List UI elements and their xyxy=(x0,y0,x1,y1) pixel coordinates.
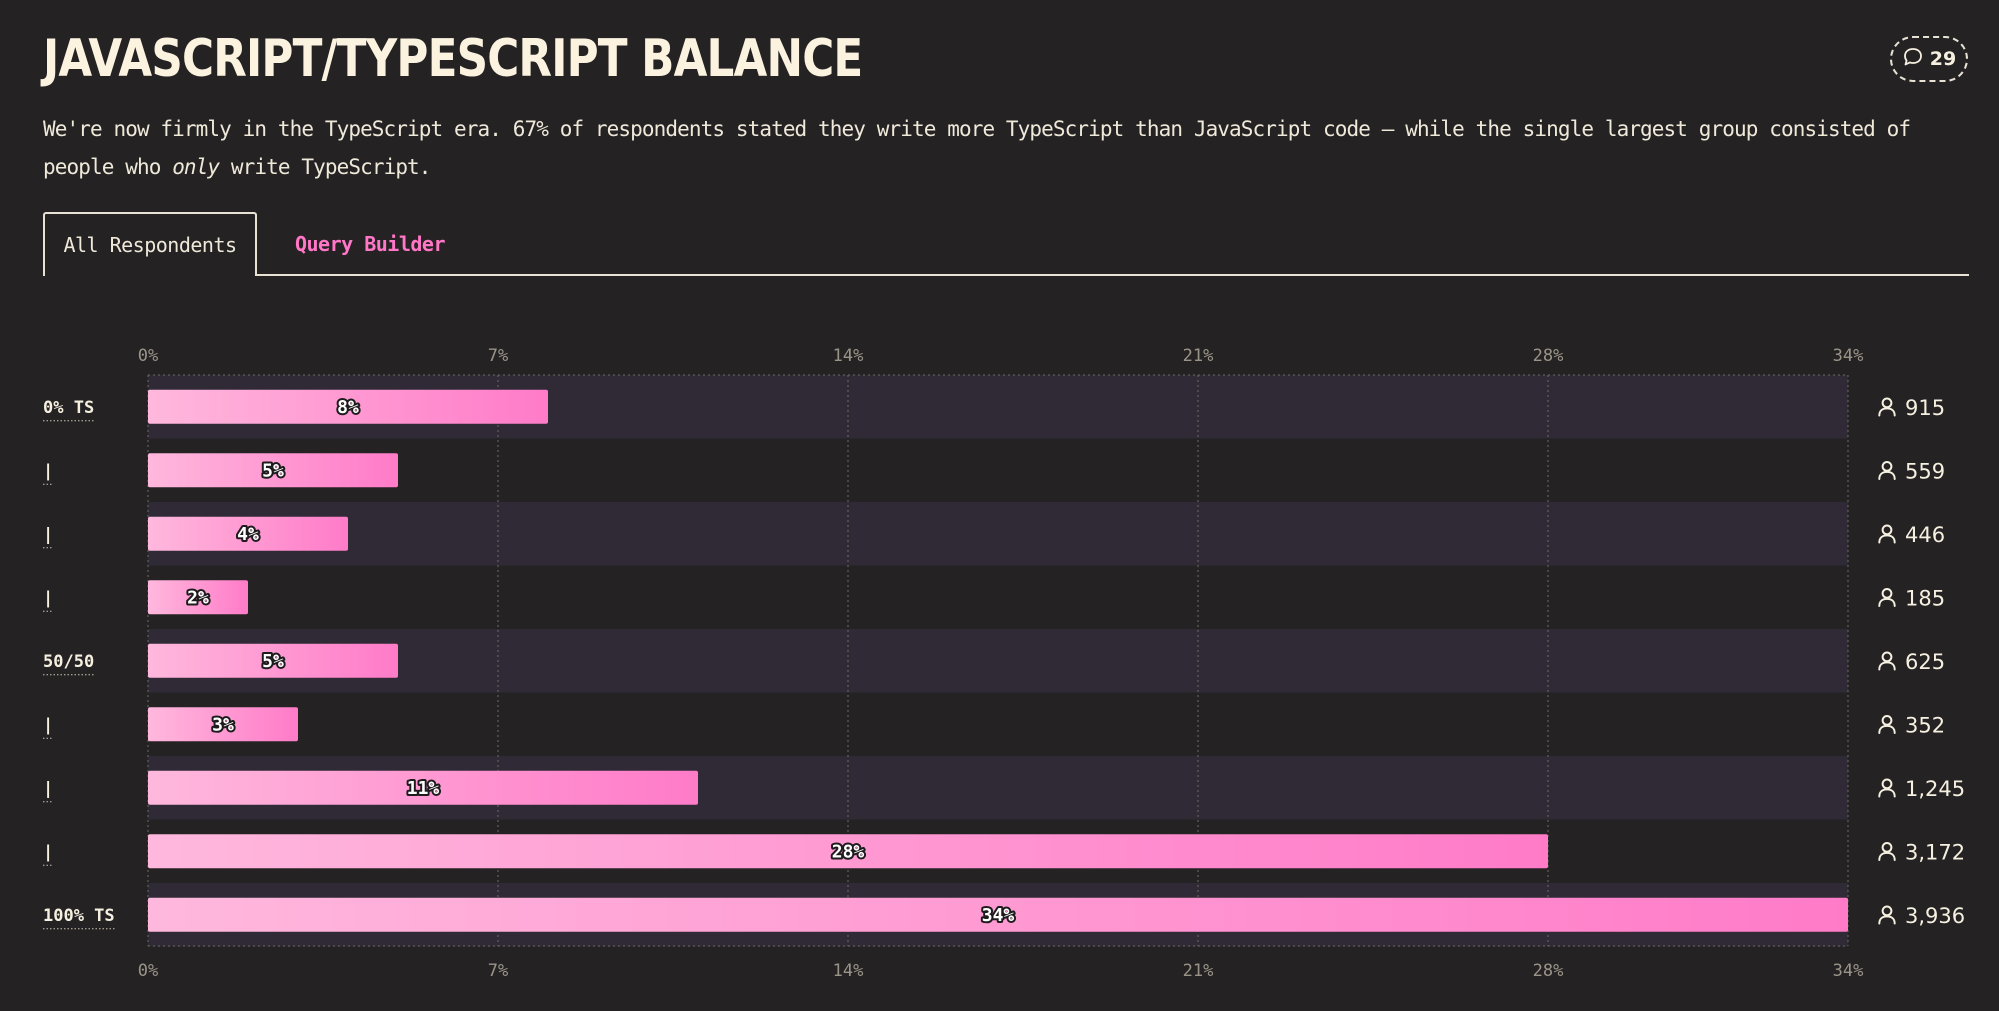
bar xyxy=(148,770,698,805)
respondent-count: 559 xyxy=(1905,459,1945,483)
bar-value-label: 2% xyxy=(187,587,209,608)
tab-all-respondents[interactable]: All Respondents xyxy=(43,212,257,276)
x-tick-label-bottom: 34% xyxy=(1833,961,1864,981)
row-label: | xyxy=(43,779,53,799)
x-tick-label-bottom: 21% xyxy=(1183,961,1214,981)
bar xyxy=(148,453,398,488)
row-label: 50/50 xyxy=(43,652,94,672)
comment-count: 29 xyxy=(1929,48,1957,70)
x-tick-label-top: 7% xyxy=(488,346,508,366)
user-icon xyxy=(1878,461,1896,481)
user-icon xyxy=(1878,778,1896,798)
comments-button[interactable]: 29 xyxy=(1890,36,1968,82)
row-label: | xyxy=(43,715,53,735)
x-tick-label-top: 28% xyxy=(1533,346,1564,366)
bar-value-label: 11% xyxy=(407,778,440,799)
page-title: JAVASCRIPT/TYPESCRIPT BALANCE xyxy=(43,29,863,89)
row-label: | xyxy=(43,461,53,481)
respondent-count: 446 xyxy=(1905,523,1945,547)
bar xyxy=(148,834,1548,869)
bar xyxy=(148,707,298,742)
x-tick-label-top: 14% xyxy=(833,346,864,366)
user-icon xyxy=(1878,905,1896,925)
row-stripe xyxy=(148,629,1848,693)
user-icon xyxy=(1878,715,1896,735)
intro-text-emphasis: only xyxy=(172,155,220,179)
intro-text: We're now firmly in the TypeScript era. … xyxy=(43,110,1963,186)
x-tick-label-bottom: 28% xyxy=(1533,961,1564,981)
tab-query-builder[interactable]: Query Builder xyxy=(294,232,446,256)
respondent-count: 185 xyxy=(1905,586,1945,610)
respondent-count: 3,936 xyxy=(1905,904,1965,928)
bar-value-label: 5% xyxy=(262,460,284,481)
bar xyxy=(148,516,348,551)
row-label: | xyxy=(43,842,53,862)
bar-value-label: 4% xyxy=(237,524,259,545)
row-stripe xyxy=(148,502,1848,566)
intro-text-start: We're now firmly in the TypeScript era. … xyxy=(43,117,1911,179)
row-label: | xyxy=(43,525,53,545)
user-icon xyxy=(1878,651,1896,671)
respondent-count: 915 xyxy=(1905,396,1945,420)
row-label: 0% TS xyxy=(43,398,94,418)
user-icon xyxy=(1878,524,1896,544)
user-icon xyxy=(1878,397,1896,417)
x-tick-label-bottom: 14% xyxy=(833,961,864,981)
bar-value-label: 8% xyxy=(337,397,359,418)
tab-bar: All Respondents Query Builder xyxy=(43,212,1969,276)
speech-bubble-icon xyxy=(1902,46,1924,72)
bar-value-label: 3% xyxy=(212,714,234,735)
bar-value-label: 5% xyxy=(262,651,284,672)
x-tick-label-bottom: 0% xyxy=(138,961,158,981)
user-icon xyxy=(1878,842,1896,862)
bar xyxy=(148,389,548,424)
x-tick-label-top: 21% xyxy=(1183,346,1214,366)
bar-value-label: 34% xyxy=(982,905,1015,926)
user-icon xyxy=(1878,588,1896,608)
x-tick-label-top: 34% xyxy=(1833,346,1864,366)
intro-text-end: write TypeScript. xyxy=(219,155,432,179)
bar-value-label: 28% xyxy=(832,841,865,862)
respondent-count: 3,172 xyxy=(1905,840,1965,864)
bar xyxy=(148,897,1848,932)
row-label: | xyxy=(43,588,53,608)
x-tick-label-top: 0% xyxy=(138,346,158,366)
respondent-count: 625 xyxy=(1905,650,1945,674)
row-label: 100% TS xyxy=(43,906,115,926)
respondent-count: 1,245 xyxy=(1905,777,1965,801)
respondent-count: 352 xyxy=(1905,713,1945,737)
bar xyxy=(148,580,248,615)
x-tick-label-bottom: 7% xyxy=(488,961,508,981)
bar xyxy=(148,643,398,678)
